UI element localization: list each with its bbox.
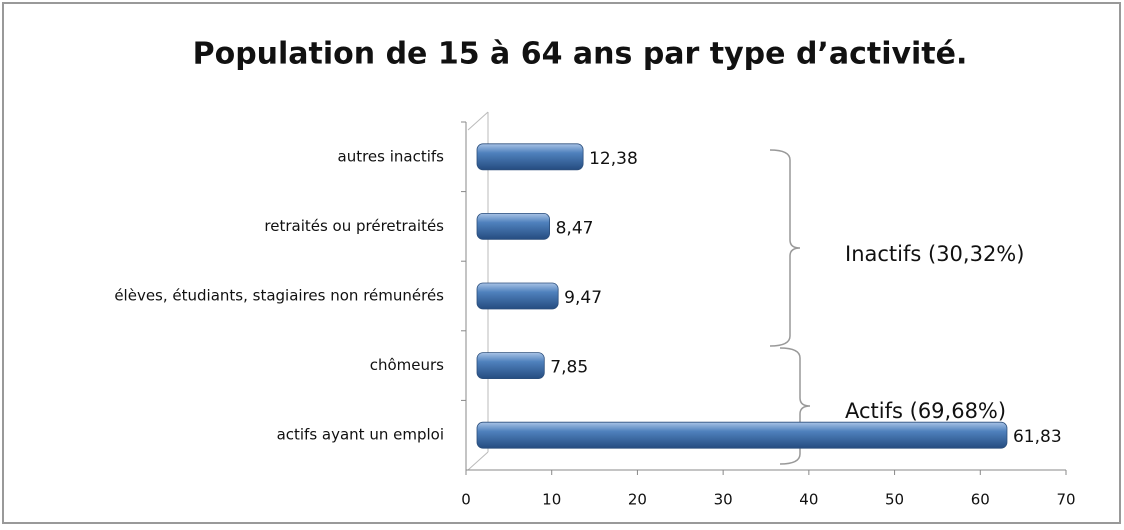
y-tick-label: actifs ayant un emploi [277, 426, 444, 444]
x-tick-label: 60 [971, 491, 990, 509]
y-tick-label: autres inactifs [338, 147, 445, 165]
brace [769, 149, 801, 347]
y-tick-label: chômeurs [370, 356, 444, 374]
x-tick-label: 70 [1056, 491, 1075, 509]
x-tick-label: 30 [714, 491, 733, 509]
y-tick-label: élèves, étudiants, stagiaires non rémuné… [114, 287, 444, 305]
value-label: 7,85 [550, 358, 588, 378]
annotation: Inactifs (30,32%) [845, 242, 1024, 266]
bar [476, 421, 1008, 449]
value-label: 12,38 [589, 149, 638, 169]
annotation: Actifs (69,68%) [845, 399, 1006, 423]
x-tick-label: 40 [799, 491, 818, 509]
y-tick-label: retraités ou préretraités [264, 217, 444, 235]
bar [476, 212, 550, 240]
bar [476, 143, 584, 171]
x-tick-label: 10 [542, 491, 561, 509]
brace [779, 347, 811, 465]
x-tick-label: 20 [628, 491, 647, 509]
bar [476, 282, 559, 310]
bar [476, 352, 545, 380]
value-label: 61,83 [1013, 427, 1062, 447]
value-label: 8,47 [556, 218, 594, 238]
chart-title: Population de 15 à 64 ans par type d’act… [193, 37, 968, 72]
x-tick-label: 50 [885, 491, 904, 509]
x-tick-label: 0 [461, 491, 471, 509]
value-label: 9,47 [564, 288, 602, 308]
